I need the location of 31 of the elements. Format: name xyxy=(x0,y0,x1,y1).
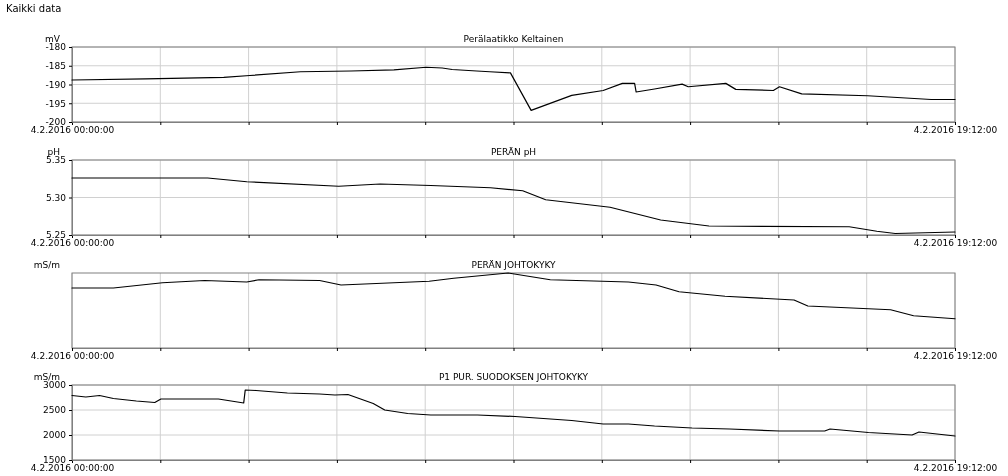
x-tick-label: 4.2.2016 00:00:00 xyxy=(30,125,115,136)
y-tick-label: -195 xyxy=(45,98,66,109)
y-tick-label: 2500 xyxy=(43,405,67,416)
x-tick-label: 4.2.2016 19:12:00 xyxy=(913,463,998,474)
x-tick-label: 4.2.2016 19:12:00 xyxy=(913,351,998,362)
y-tick-label: 2000 xyxy=(43,430,67,441)
chart-title: Perälaatikko Keltainen xyxy=(463,34,564,44)
line-series xyxy=(71,66,956,111)
y-axis-title: mV xyxy=(45,34,61,44)
y-tick-label: -200 xyxy=(45,117,67,128)
y-tick-label: 3000 xyxy=(43,380,67,391)
y-tick-label: 5.30 xyxy=(45,192,67,203)
chart-title: P1 PUR. SUODOKSEN JOHTOKYKY xyxy=(438,372,589,382)
x-tick-label: 4.2.2016 19:12:00 xyxy=(913,238,998,249)
y-tick-label: -185 xyxy=(45,61,66,72)
y-axis-title: mS/m xyxy=(33,372,60,382)
y-axis-title: pH xyxy=(47,147,60,157)
y-tick-label: 5.35 xyxy=(45,155,66,166)
x-tick-label: 4.2.2016 00:00:00 xyxy=(30,238,115,249)
x-tick-label: 4.2.2016 19:12:00 xyxy=(913,125,998,136)
x-tick-label: 4.2.2016 00:00:00 xyxy=(30,463,115,474)
text: Kaikki data xyxy=(6,3,62,14)
chart-title: PERÄN JOHTOKYKY xyxy=(471,260,556,270)
y-tick-label: 1500 xyxy=(43,455,67,466)
chart-title: PERÄN pH xyxy=(490,147,537,157)
x-tick-label: 4.2.2016 00:00:00 xyxy=(30,351,115,362)
y-tick-label: -190 xyxy=(45,79,67,90)
line-series xyxy=(71,389,956,437)
y-axis-title: mS/m xyxy=(33,260,60,270)
y-tick-label: 5.25 xyxy=(45,230,66,241)
y-tick-label: -180 xyxy=(45,42,67,53)
